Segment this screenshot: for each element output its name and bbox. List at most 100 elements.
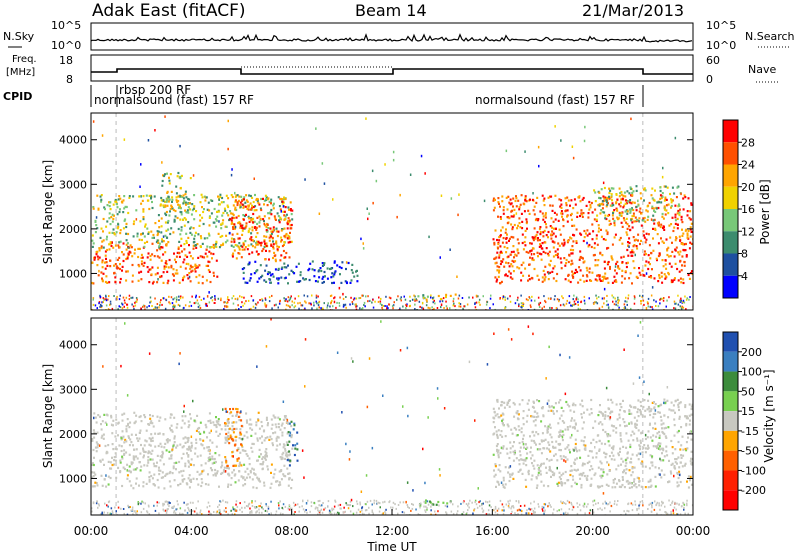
noise-cell [275, 303, 277, 306]
echo-cell [289, 459, 292, 462]
echo-cell [626, 210, 629, 213]
echo-cell [184, 415, 187, 418]
echo-cell [213, 461, 216, 464]
echo-cell [122, 242, 125, 245]
echo-cell [671, 241, 673, 244]
noise-cell [125, 296, 128, 299]
echo-cell [265, 264, 268, 267]
echo-cell [236, 458, 239, 461]
echo-cell [620, 256, 623, 259]
echo-cell [516, 249, 519, 252]
noise-cell [392, 506, 394, 509]
echo-cell [547, 196, 550, 199]
echo-cell [657, 442, 660, 445]
echo-cell [232, 213, 235, 217]
echo-cell [109, 265, 112, 268]
echo-cell [128, 436, 130, 439]
echo-cell [607, 281, 610, 284]
echo-cell [667, 481, 669, 484]
echo-cell [685, 424, 688, 427]
echo-cell [166, 221, 169, 224]
echo-cell [633, 220, 636, 223]
echo-cell [273, 473, 276, 476]
echo-cell [181, 279, 184, 282]
echo-cell [581, 427, 584, 430]
echo-cell [509, 203, 512, 206]
noise-cell [521, 304, 523, 307]
echo-cell [117, 434, 119, 437]
power-echoes [91, 113, 693, 310]
echo-cell [246, 281, 249, 284]
echo-cell [644, 486, 647, 489]
echo-cell [613, 458, 616, 461]
echo-cell [232, 245, 235, 248]
echo-cell [251, 226, 254, 229]
echo-cell [549, 264, 551, 267]
nsky-panel: N.Sky 10^5 10^0 10^5 10^0 N.Search [3, 19, 795, 52]
echo-cell [101, 420, 104, 423]
echo-cell [149, 254, 152, 258]
noise-cell [355, 303, 357, 306]
echo-cell [173, 479, 176, 482]
echo-cell [537, 433, 540, 436]
echo-cell [188, 202, 191, 205]
echo-cell [663, 185, 666, 188]
echo-cell [517, 413, 520, 416]
echo-cell [288, 434, 291, 437]
echo-cell [203, 256, 206, 259]
echo-cell [234, 200, 237, 203]
echo-cell [186, 437, 189, 440]
echo-cell [663, 228, 666, 231]
echo-cell [639, 242, 641, 246]
echo-cell [215, 245, 218, 248]
echo-cell [227, 437, 230, 441]
noise-cell [653, 299, 655, 302]
echo-cell [268, 236, 271, 239]
echo-cell [220, 428, 223, 431]
echo-cell [151, 414, 154, 418]
echo-cell [615, 202, 618, 205]
echo-cell [501, 400, 504, 404]
echo-cell [601, 207, 604, 210]
echo-cell [560, 210, 563, 213]
echo-cell [170, 424, 173, 427]
noise-cell [478, 298, 481, 301]
echo-cell [619, 447, 622, 450]
echo-cell [689, 228, 692, 231]
noise-cell [232, 302, 235, 305]
echo-cell [228, 412, 231, 415]
echo-cell [522, 261, 525, 264]
echo-cell [539, 470, 542, 473]
echo-cell [546, 431, 549, 434]
echo-cell [595, 218, 598, 221]
echo-cell [625, 217, 628, 220]
sparse-cell [538, 164, 540, 168]
echo-cell [546, 429, 549, 432]
noise-cell [166, 509, 168, 512]
echo-cell [186, 440, 189, 444]
noise-cell [349, 303, 351, 306]
noise-cell [643, 303, 645, 306]
echo-cell [598, 439, 601, 442]
echo-cell [554, 453, 557, 456]
echo-cell [686, 236, 689, 239]
echo-cell [551, 240, 554, 243]
echo-cell [91, 471, 94, 474]
echo-cell [331, 272, 334, 275]
echo-cell [500, 217, 502, 220]
echo-cell [617, 454, 620, 457]
echo-cell [261, 441, 264, 444]
echo-cell [551, 209, 554, 212]
echo-cell [155, 465, 158, 468]
echo-cell [324, 275, 326, 278]
sparse-cell [147, 139, 150, 142]
echo-cell [531, 198, 534, 201]
echo-cell [273, 215, 276, 218]
echo-cell [198, 473, 201, 476]
echo-cell [109, 259, 111, 262]
echo-cell [179, 206, 182, 209]
noise-cell [264, 298, 267, 301]
echo-cell [251, 428, 254, 431]
echo-cell [296, 442, 299, 445]
